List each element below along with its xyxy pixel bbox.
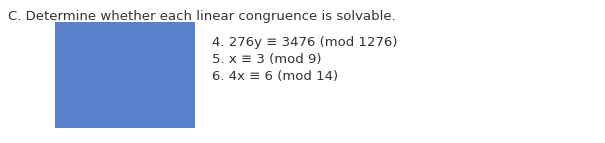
Text: C. Determine whether each linear congruence is solvable.: C. Determine whether each linear congrue… bbox=[8, 10, 396, 23]
Text: 6. 4x ≡ 6 (mod 14): 6. 4x ≡ 6 (mod 14) bbox=[212, 70, 338, 83]
Text: 5. x ≡ 3 (mod 9): 5. x ≡ 3 (mod 9) bbox=[212, 53, 321, 66]
Text: 4. 276y ≡ 3476 (mod 1276): 4. 276y ≡ 3476 (mod 1276) bbox=[212, 36, 397, 49]
Bar bbox=[55, 22, 195, 128]
